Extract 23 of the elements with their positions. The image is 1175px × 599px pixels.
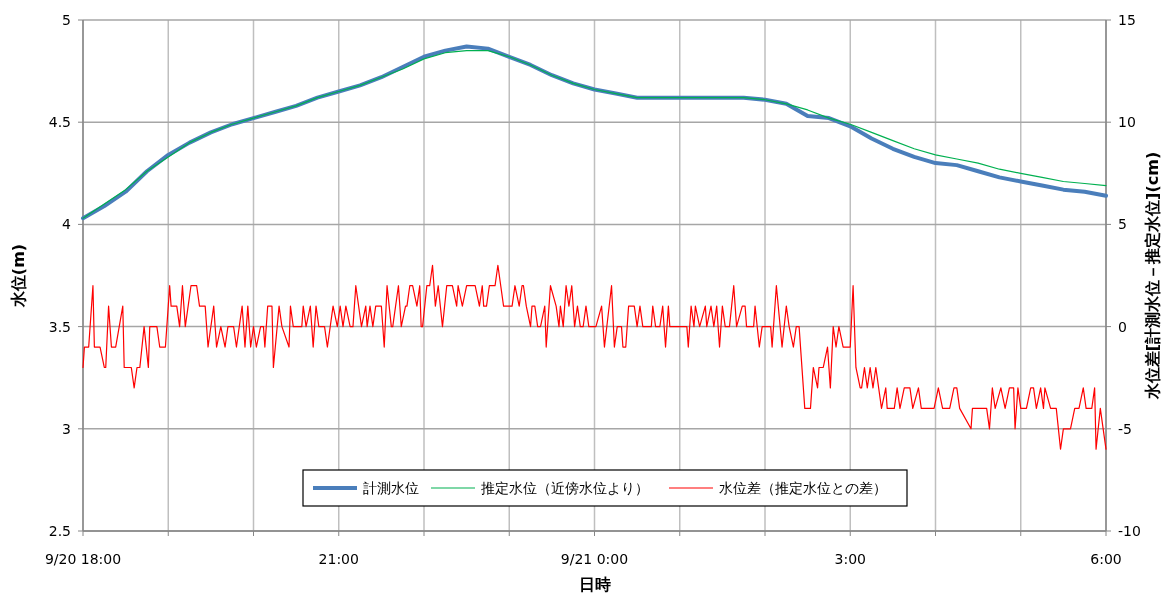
legend-label: 推定水位（近傍水位より） bbox=[481, 480, 649, 496]
legend-label: 水位差（推定水位との差） bbox=[719, 480, 887, 496]
y2-tick-label: 10 bbox=[1118, 114, 1136, 131]
y-tick-label: 3 bbox=[62, 420, 71, 437]
x-tick-label: 3:00 bbox=[834, 551, 866, 567]
x-tick-label: 21:00 bbox=[318, 551, 359, 567]
legend-label: 計測水位 bbox=[363, 480, 419, 496]
y2-tick-label: 5 bbox=[1118, 216, 1127, 233]
y-tick-label: 5 bbox=[62, 12, 71, 28]
x-axis-title: 日時 bbox=[578, 575, 611, 594]
y-tick-label: 4 bbox=[62, 216, 72, 233]
y2-tick-label: 0 bbox=[1118, 318, 1127, 335]
x-tick-label: 6:00 bbox=[1090, 551, 1122, 567]
y2-tick-label: -5 bbox=[1118, 420, 1132, 437]
y-tick-label: 2.5 bbox=[48, 523, 71, 539]
y-tick-label: 3.5 bbox=[48, 318, 71, 335]
y-tick-label: 4.5 bbox=[48, 114, 71, 131]
x-tick-label: 9/20 18:00 bbox=[44, 551, 122, 567]
y2-tick-label: -10 bbox=[1118, 523, 1141, 539]
x-tick-label: 9/21 0:00 bbox=[560, 551, 629, 567]
y2-tick-label: 15 bbox=[1118, 12, 1136, 28]
y-axis-title: 水位(m) bbox=[9, 243, 28, 309]
y2-axis-title: 水位差[計測水位－推定水位](cm) bbox=[1143, 151, 1162, 401]
